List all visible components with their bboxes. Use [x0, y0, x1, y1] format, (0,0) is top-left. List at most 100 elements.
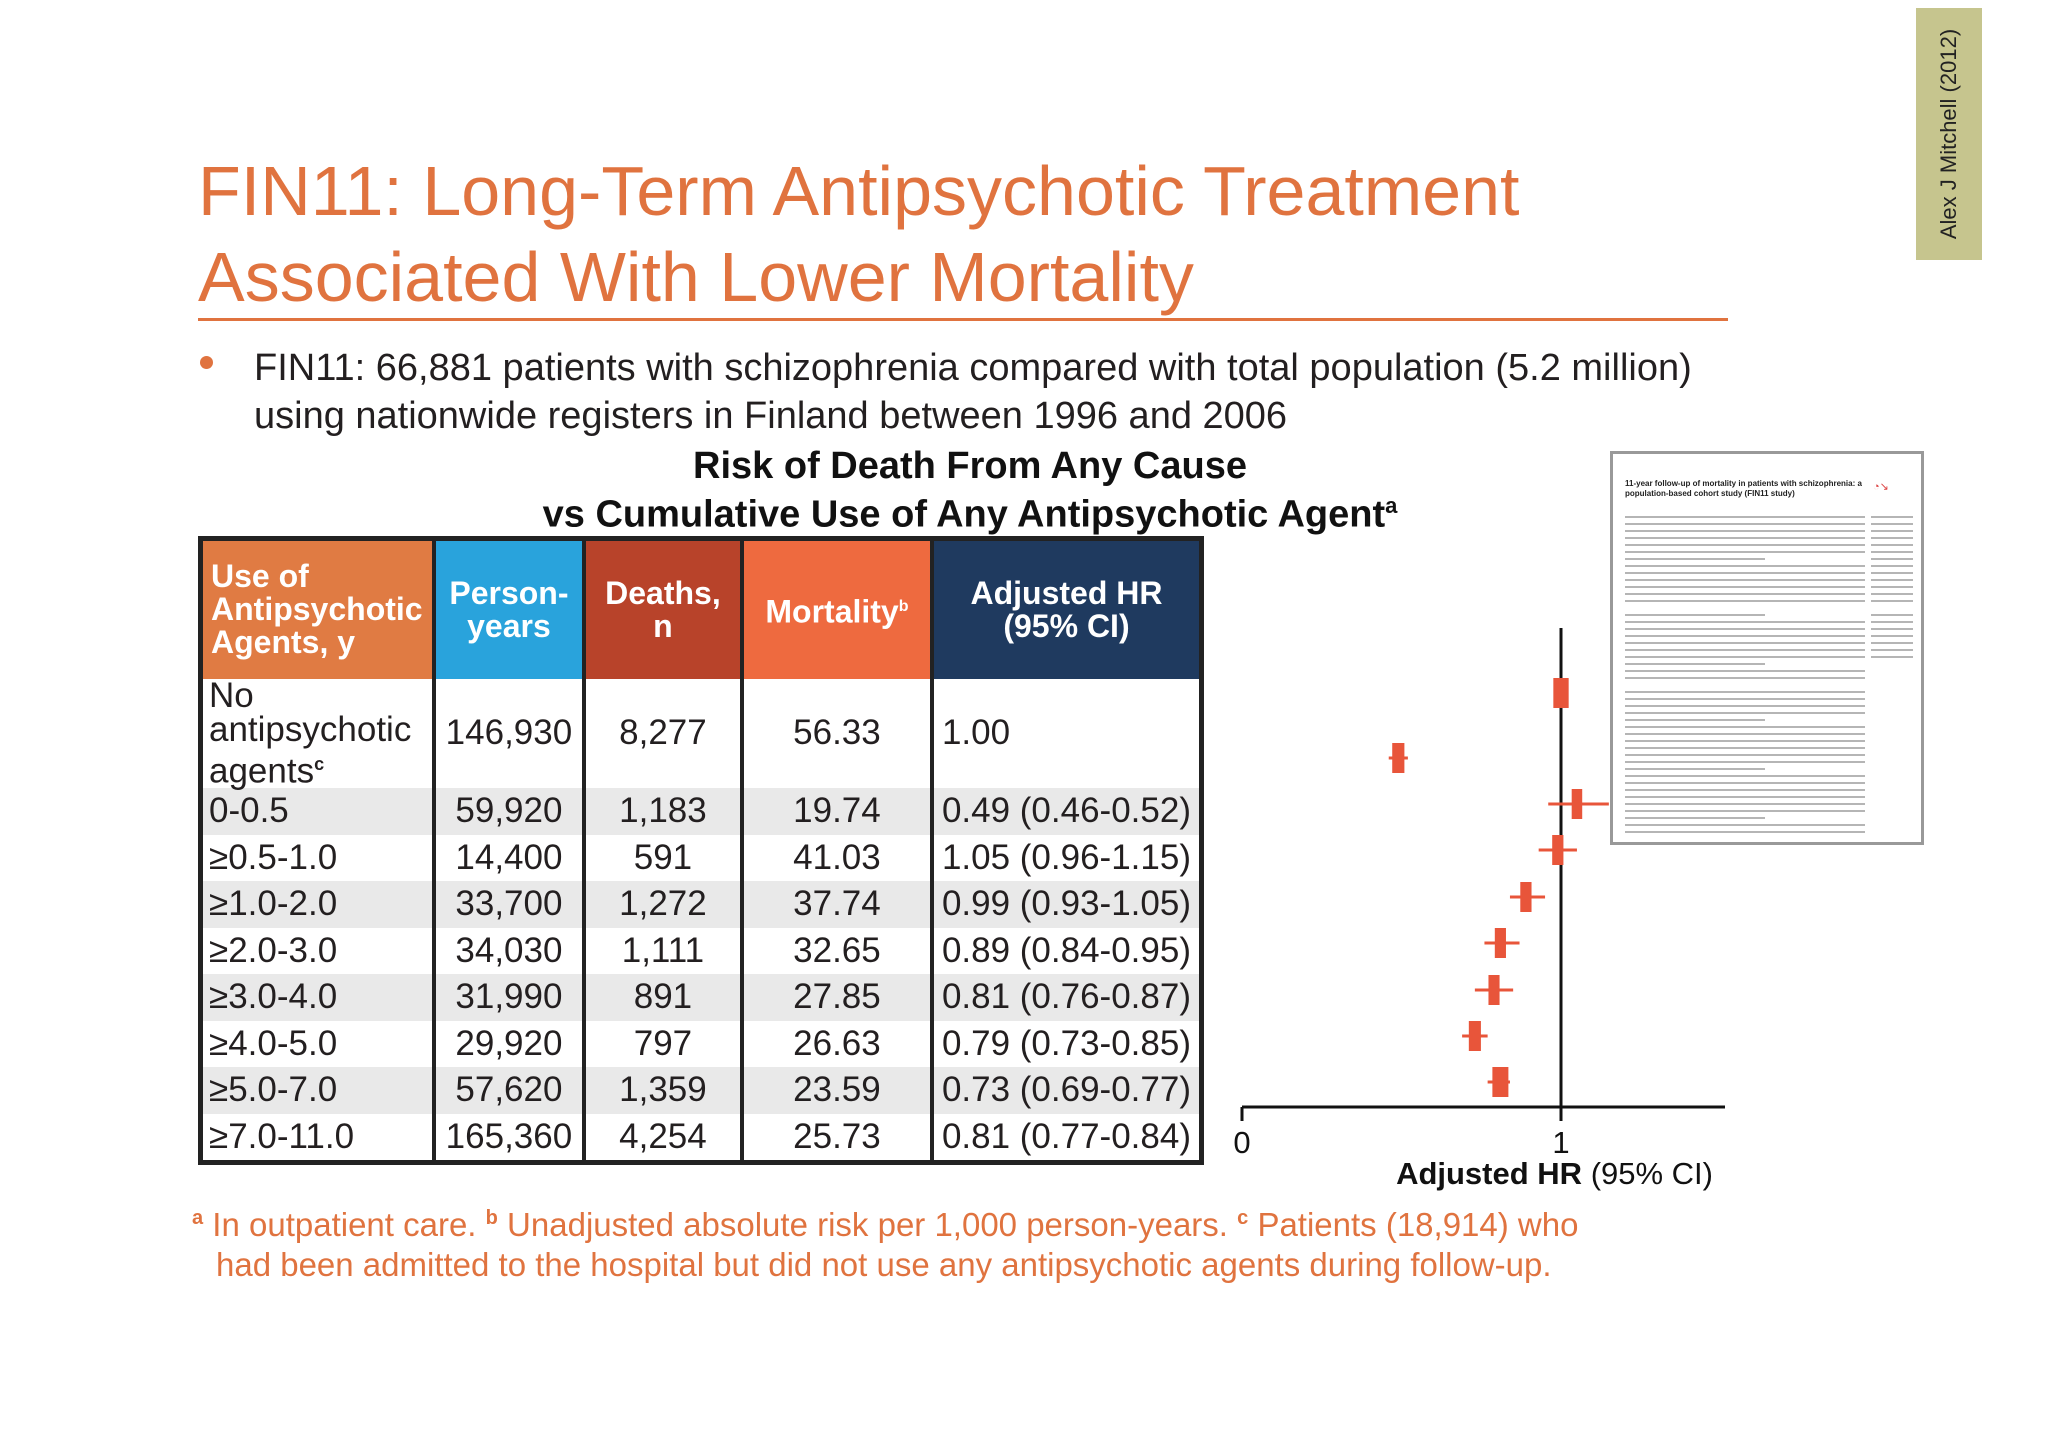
thumbnail-text-line [1871, 565, 1913, 567]
chart-title: Risk of Death From Any Cause vs Cumulati… [440, 446, 1500, 535]
cell-deaths: 1,111 [581, 927, 742, 975]
cell-adjusted-hr: 0.99 (0.93-1.05) [929, 881, 1202, 928]
thumbnail-text-line [1625, 544, 1865, 546]
thumbnail-text-line [1625, 586, 1865, 588]
thumbnail-text-line [1871, 600, 1913, 602]
thumbnail-text-line [1625, 740, 1865, 742]
hr-point [1520, 882, 1532, 912]
header-use-of-agents: Use of Antipsychotic Agents, y [200, 538, 434, 679]
cell-adjusted-hr: 0.73 (0.69-0.77) [929, 1067, 1202, 1114]
thumbnail-text-line [1625, 761, 1865, 763]
chart-title-line2: vs Cumulative Use of Any Antipsychotic A… [542, 493, 1386, 536]
thumbnail-text-line [1625, 565, 1865, 567]
cell-agent-use: ≥3.0-4.0 [200, 974, 434, 1021]
table-row: ≥4.0-5.0 29,920 797 26.63 0.79 (0.73-0.85) [201, 1020, 1202, 1068]
cell-agent-use: ≥2.0-3.0 [209, 930, 338, 970]
thumbnail-text-line [1625, 677, 1865, 679]
thumbnail-text-line [1871, 523, 1913, 525]
hr-point [1553, 678, 1569, 708]
thumbnail-text-line [1625, 754, 1865, 756]
table-row: ≥2.0-3.0 34,030 1,111 32.65 0.89 (0.84-0.95) [201, 927, 1202, 975]
thumbnail-text-line [1625, 824, 1865, 826]
cell-person-years: 57,620 [431, 1067, 584, 1114]
thumbnail-text-line [1871, 516, 1913, 518]
cell-adjusted-hr: 0.49 (0.46-0.52) [929, 788, 1202, 835]
cell-deaths: 4,254 [581, 1113, 742, 1163]
title-divider [198, 318, 1728, 321]
thumbnail-text-line [1625, 649, 1865, 651]
paper-thumbnail: 11-year follow-up of mortality in patien… [1610, 451, 1924, 845]
cell-agent-use: ≥1.0-2.0 [200, 881, 434, 928]
thumbnail-text-line [1871, 628, 1913, 630]
cell-deaths: 1,359 [581, 1067, 742, 1114]
thumbnail-text-line [1625, 691, 1865, 693]
thumbnail-text-line [1871, 558, 1913, 560]
header-person-years: Person-years [431, 538, 584, 679]
cell-mortality: 56.33 [739, 678, 932, 789]
thumbnail-text-line [1625, 782, 1865, 784]
footnote-line1: a In outpatient care. b Unadjusted absol… [192, 1206, 1579, 1243]
cell-person-years: 14,400 [431, 834, 584, 882]
cell-agent-use: 0-0.5 [200, 788, 434, 835]
slide-title: FIN11: Long-Term Antipsychotic Treatment… [198, 148, 1738, 320]
thumbnail-text-line [1625, 642, 1865, 644]
cell-person-years: 146,930 [431, 678, 584, 789]
cell-adjusted-hr: 0.81 (0.77-0.84) [929, 1113, 1202, 1163]
cell-person-years: 29,920 [431, 1020, 584, 1068]
slide-title-line1: FIN11: Long-Term Antipsychotic Treatment [198, 152, 1520, 230]
thumbnail-text-line [1625, 579, 1865, 581]
thumbnail-text-line [1871, 635, 1913, 637]
thumbnail-text-line [1871, 579, 1913, 581]
hr-point [1552, 835, 1564, 865]
cell-adjusted-hr: 0.89 (0.84-0.95) [929, 927, 1202, 975]
cell-adjusted-hr: 0.79 (0.73-0.85) [929, 1020, 1202, 1068]
thumbnail-text-line [1871, 614, 1913, 616]
cell-mortality: 23.59 [739, 1067, 932, 1114]
header-deaths: Deaths, n [581, 538, 742, 679]
thumbnail-text-line [1625, 572, 1865, 574]
thumbnail-text-line [1625, 789, 1865, 791]
cell-deaths: 8,277 [581, 678, 742, 789]
chart-title-line1: Risk of Death From Any Cause [693, 445, 1247, 487]
cell-adjusted-hr: 1.05 (0.96-1.15) [929, 834, 1202, 882]
table-row: 0-0.5 59,920 1,183 19.74 0.49 (0.46-0.52) [200, 788, 1202, 835]
cell-agent-use: ≥0.5-1.0 [209, 837, 338, 877]
mortality-table: Use of Antipsychotic Agents, y Person-ye… [198, 536, 1204, 1166]
bullet-icon [200, 356, 213, 369]
author-badge: Alex J Mitchell (2012) [1916, 8, 1982, 260]
cell-mortality: 25.73 [739, 1113, 932, 1163]
table-row: ≥0.5-1.0 14,400 591 41.03 1.05 (0.96-1.15) [201, 834, 1202, 882]
hr-point [1392, 743, 1405, 773]
cell-person-years: 34,030 [431, 927, 584, 975]
hr-point [1494, 928, 1506, 958]
thumbnail-text-line [1871, 642, 1913, 644]
thumbnail-text-line [1625, 593, 1865, 595]
hr-point [1492, 1067, 1509, 1097]
cell-mortality: 26.63 [739, 1020, 932, 1068]
cell-person-years: 31,990 [431, 974, 584, 1021]
thumbnail-text-line [1625, 530, 1865, 532]
thumbnail-text-line [1871, 656, 1913, 658]
thumbnail-text-line [1871, 551, 1913, 553]
thumbnail-text-line [1625, 628, 1865, 630]
thumbnail-text-line [1625, 719, 1765, 721]
thumbnail-text-line [1871, 586, 1913, 588]
thumbnail-text-line [1625, 600, 1865, 602]
cell-person-years: 165,360 [431, 1113, 584, 1163]
cell-mortality: 19.74 [739, 788, 932, 835]
thumbnail-text-line [1625, 775, 1865, 777]
thumbnail-text-line [1625, 614, 1765, 616]
thumbnail-text-line [1625, 803, 1865, 805]
footnotes: a In outpatient care. b Unadjusted absol… [192, 1198, 1752, 1285]
table-header-row: Use of Antipsychotic Agents, y Person-ye… [200, 538, 1202, 679]
hr-point [1468, 1021, 1481, 1051]
cell-deaths: 797 [581, 1020, 742, 1068]
cell-mortality: 27.85 [739, 974, 932, 1021]
footnote-c-part1: Patients (18,914) who [1257, 1206, 1579, 1243]
cell-deaths: 1,272 [581, 881, 742, 928]
footnote-a: In outpatient care. [212, 1206, 477, 1243]
bullet-text: FIN11: 66,881 patients with schizophreni… [254, 347, 1692, 437]
cell-deaths: 1,183 [581, 788, 742, 835]
thumbnail-text-line [1871, 530, 1913, 532]
thumbnail-text-line [1625, 810, 1865, 812]
